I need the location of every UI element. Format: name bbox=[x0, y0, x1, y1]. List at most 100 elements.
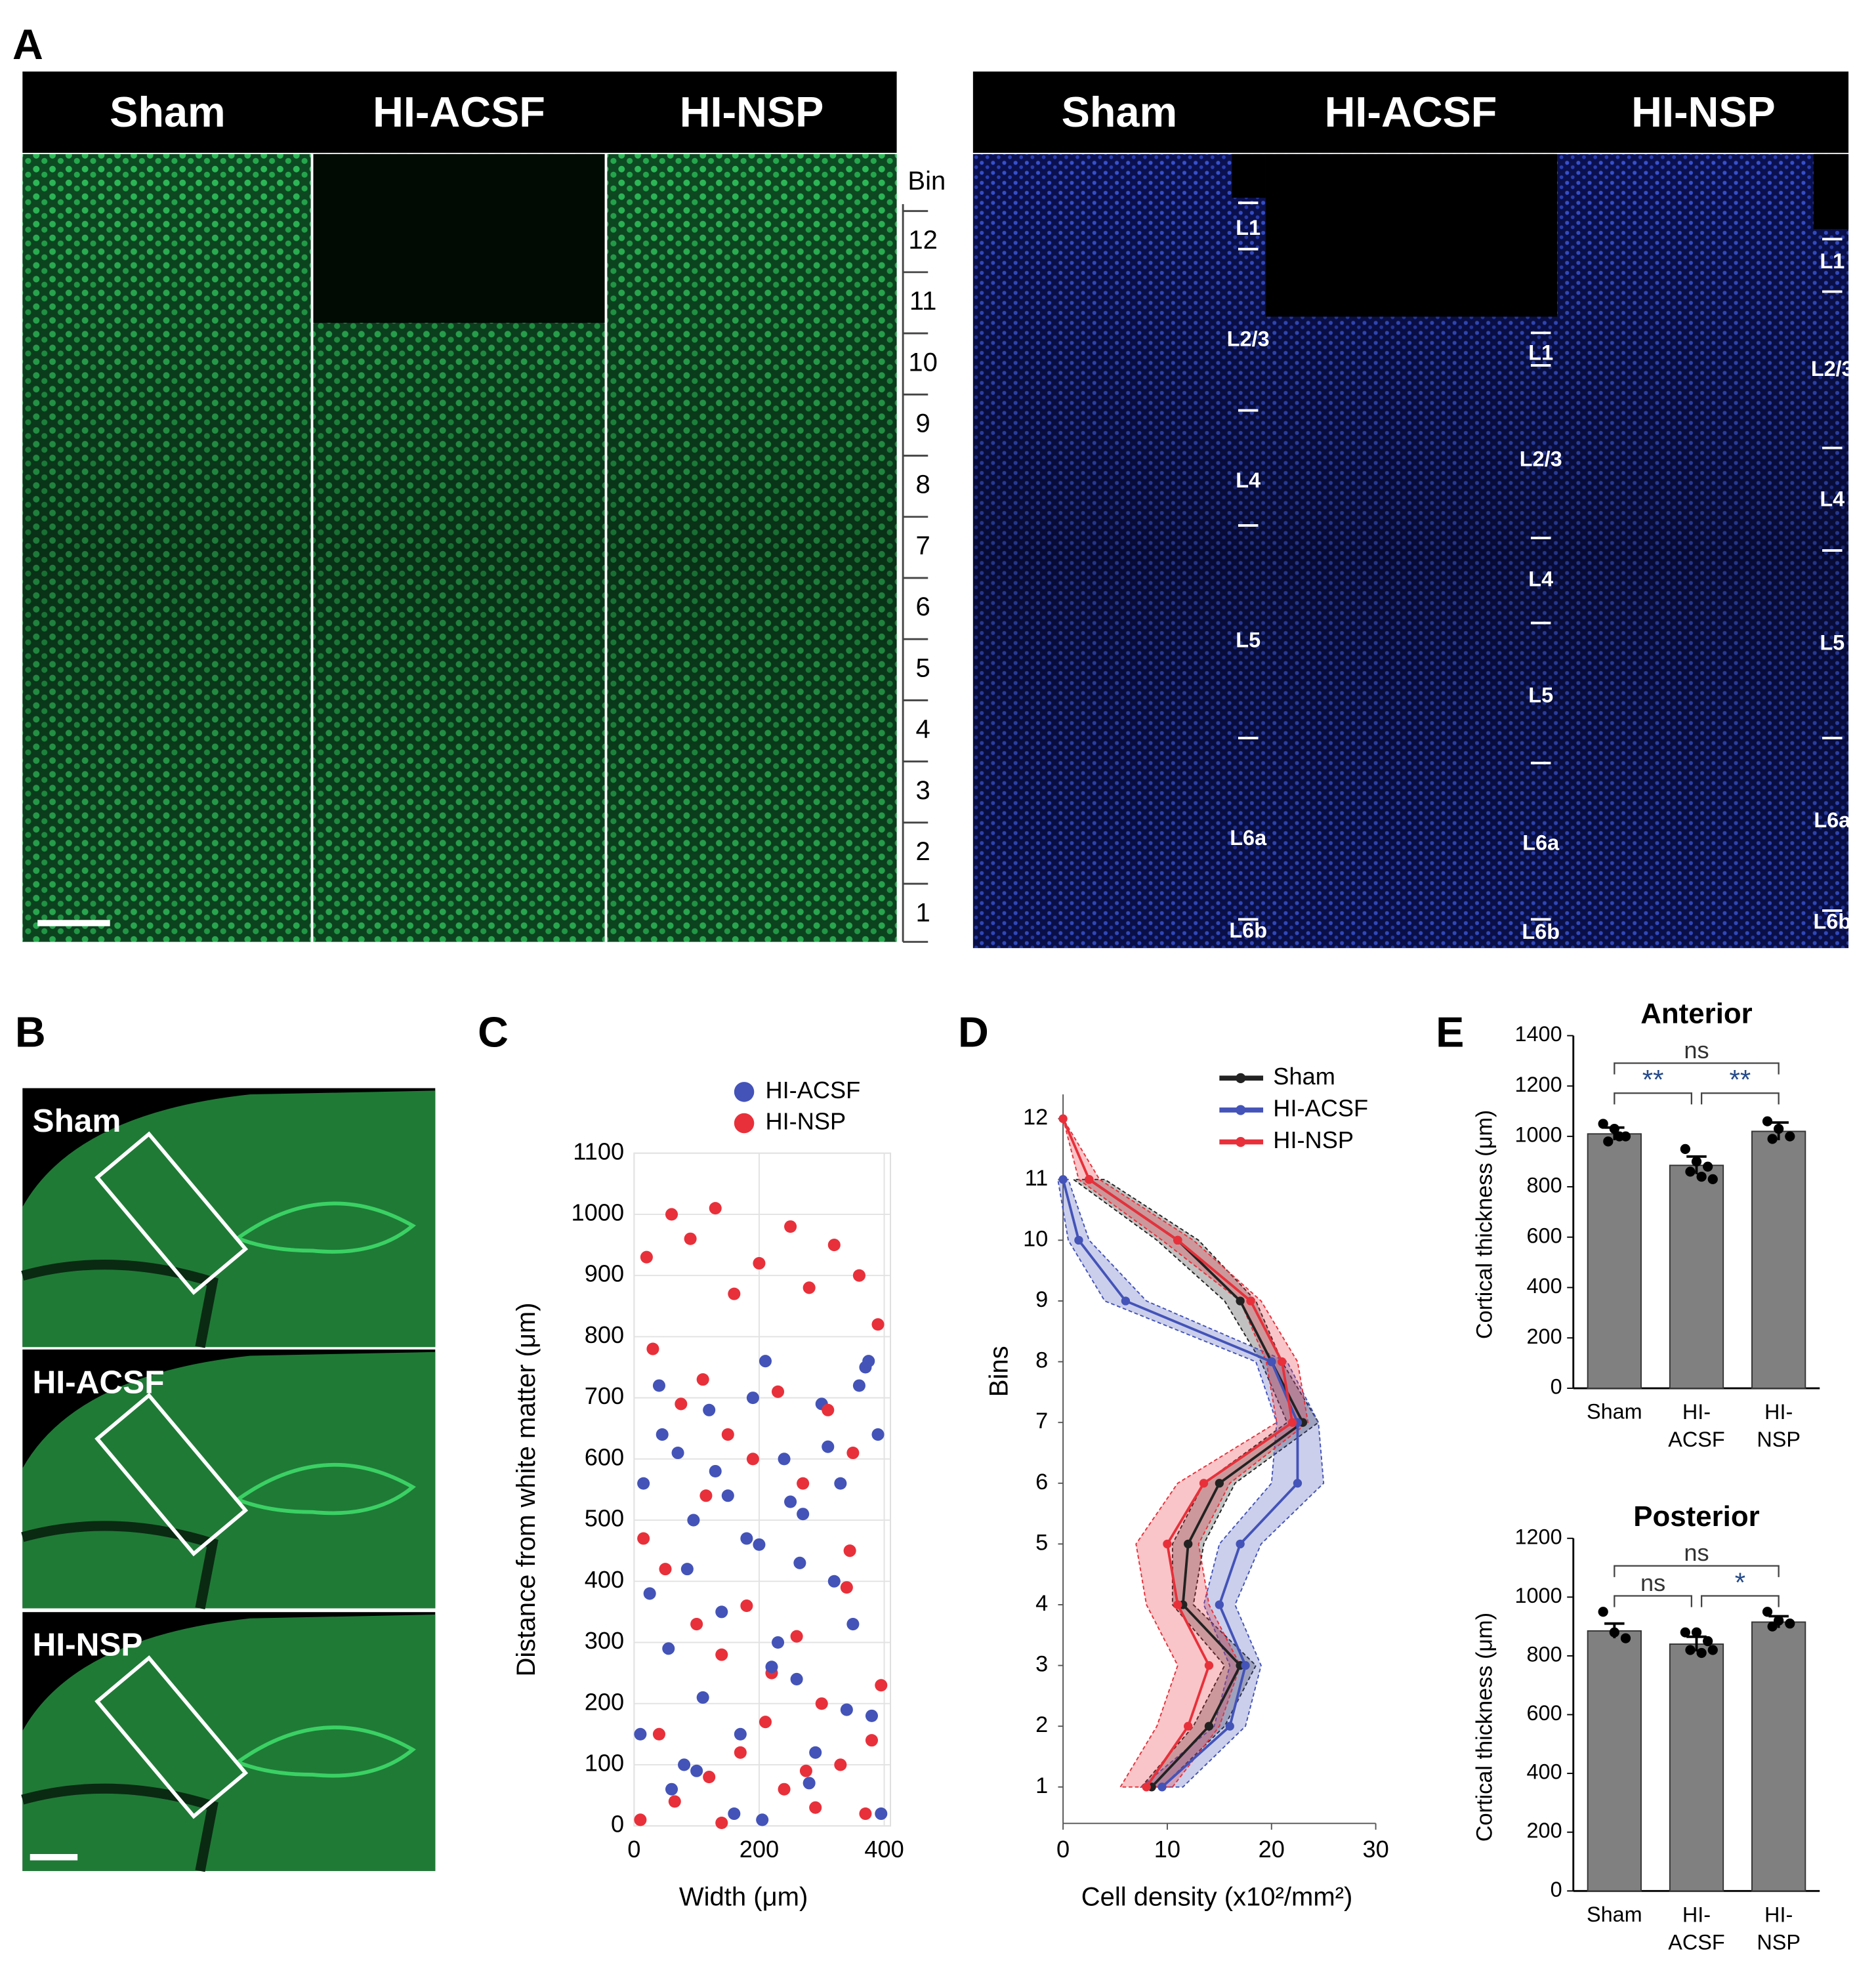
data-point bbox=[1598, 1607, 1608, 1617]
scatter-point bbox=[859, 1807, 872, 1821]
lesion-gap bbox=[1232, 154, 1266, 198]
scatter-point bbox=[822, 1403, 835, 1416]
layer-label: L1 bbox=[1236, 216, 1261, 239]
legend-marker bbox=[1236, 1073, 1246, 1083]
data-point bbox=[1680, 1144, 1690, 1154]
scatter-point bbox=[840, 1581, 853, 1594]
data-point bbox=[1184, 1722, 1193, 1731]
bin-label: 11 bbox=[909, 287, 937, 316]
scatter-point bbox=[671, 1446, 684, 1460]
section-label: Sham bbox=[33, 1102, 121, 1139]
y-tick-label: 800 bbox=[1527, 1643, 1562, 1666]
layer-label: L4 bbox=[1236, 468, 1261, 492]
layer-label: L6a bbox=[1230, 826, 1267, 850]
comparison-label: * bbox=[1735, 1567, 1745, 1598]
y-tick-label: 200 bbox=[1527, 1325, 1562, 1348]
scatter-point bbox=[668, 1795, 681, 1808]
layer-label: L6a bbox=[1814, 808, 1851, 832]
bar bbox=[1669, 1165, 1724, 1390]
scatter-point bbox=[643, 1587, 656, 1600]
layer-label: L4 bbox=[1820, 487, 1845, 510]
data-point bbox=[1215, 1600, 1224, 1609]
chart-title: Posterior bbox=[1633, 1500, 1759, 1533]
panel-label: A bbox=[12, 20, 43, 68]
roi-box bbox=[94, 1131, 249, 1295]
panel-label: C bbox=[478, 1008, 509, 1056]
scatter-point bbox=[790, 1630, 803, 1643]
scatter-point bbox=[793, 1556, 806, 1569]
comparison-label: ns bbox=[1640, 1569, 1665, 1596]
comparison-bracket bbox=[1700, 1595, 1780, 1607]
scatter-point bbox=[803, 1777, 816, 1790]
lesion-gap bbox=[1265, 154, 1557, 317]
scatter-point bbox=[690, 1618, 703, 1631]
column-header: HI-NSP bbox=[680, 88, 824, 136]
scatter-point bbox=[852, 1269, 865, 1282]
data-point bbox=[1696, 1171, 1707, 1182]
data-point bbox=[1204, 1722, 1214, 1731]
header-bar bbox=[22, 72, 897, 153]
y-tick-label: 1000 bbox=[1515, 1584, 1562, 1607]
y-tick-label: 9 bbox=[1035, 1287, 1048, 1312]
scatter-point bbox=[875, 1807, 888, 1821]
y-tick-label: 11 bbox=[1025, 1166, 1049, 1191]
data-point bbox=[1774, 1123, 1784, 1134]
data-point bbox=[1609, 1627, 1619, 1638]
y-tick-label: 8 bbox=[1035, 1348, 1048, 1373]
legend-marker bbox=[734, 1113, 755, 1134]
legend-label: Sham bbox=[1273, 1063, 1335, 1090]
y-tick-label: 2 bbox=[1035, 1712, 1048, 1737]
y-tick-label: 12 bbox=[1023, 1105, 1048, 1130]
scatter-point bbox=[709, 1464, 722, 1478]
x-tick-label: HI-NSP bbox=[1757, 1400, 1801, 1451]
hippocampus bbox=[234, 1725, 416, 1778]
section-label: HI-ACSF bbox=[33, 1363, 165, 1400]
scatter-point bbox=[784, 1220, 797, 1233]
y-tick-label: 600 bbox=[1527, 1224, 1562, 1247]
data-point bbox=[1762, 1116, 1773, 1126]
scatter-point bbox=[665, 1208, 678, 1221]
bar bbox=[1587, 1133, 1642, 1390]
bin-label: 10 bbox=[908, 348, 938, 377]
data-point bbox=[1236, 1296, 1245, 1306]
x-tick-label: 400 bbox=[864, 1836, 904, 1863]
y-tick-label: 1100 bbox=[573, 1138, 624, 1165]
data-point bbox=[1277, 1357, 1287, 1367]
data-point bbox=[1225, 1722, 1234, 1731]
data-point bbox=[1603, 1136, 1614, 1147]
scatter-point bbox=[753, 1538, 766, 1551]
x-axis-label: Width (μm) bbox=[679, 1882, 808, 1911]
layer-label: L2/3 bbox=[1811, 357, 1854, 381]
panel-label: E bbox=[1436, 1008, 1464, 1056]
x-tick-label: Sham bbox=[1587, 1903, 1642, 1926]
scatter-point bbox=[846, 1446, 860, 1460]
comparison-bracket bbox=[1700, 1092, 1780, 1105]
scatter-point bbox=[687, 1514, 700, 1527]
data-point bbox=[1703, 1161, 1713, 1172]
layer-label: L1 bbox=[1820, 249, 1845, 273]
data-point bbox=[1767, 1621, 1778, 1632]
y-tick-label: 1400 bbox=[1515, 1022, 1562, 1046]
data-point bbox=[1707, 1645, 1718, 1655]
bin-label: 8 bbox=[915, 470, 930, 499]
scatter-point bbox=[871, 1318, 885, 1331]
data-point bbox=[1173, 1235, 1182, 1245]
scatter-point bbox=[652, 1379, 665, 1392]
section-label: HI-NSP bbox=[33, 1626, 143, 1663]
comparison-label: ns bbox=[1684, 1539, 1709, 1566]
scatter-point bbox=[634, 1813, 647, 1826]
scatter-point bbox=[656, 1428, 669, 1441]
data-point bbox=[1598, 1119, 1608, 1129]
bin-label: 12 bbox=[908, 226, 938, 255]
scatter-point bbox=[753, 1257, 766, 1270]
scatter-point bbox=[637, 1477, 650, 1490]
bin-label: 1 bbox=[915, 898, 930, 927]
data-point bbox=[1204, 1660, 1214, 1670]
data-point bbox=[1293, 1479, 1303, 1488]
data-point bbox=[1785, 1131, 1795, 1142]
scatter-point bbox=[799, 1764, 812, 1777]
scatter-point bbox=[721, 1428, 734, 1441]
data-point bbox=[1085, 1175, 1094, 1184]
scatter-point bbox=[784, 1495, 797, 1508]
